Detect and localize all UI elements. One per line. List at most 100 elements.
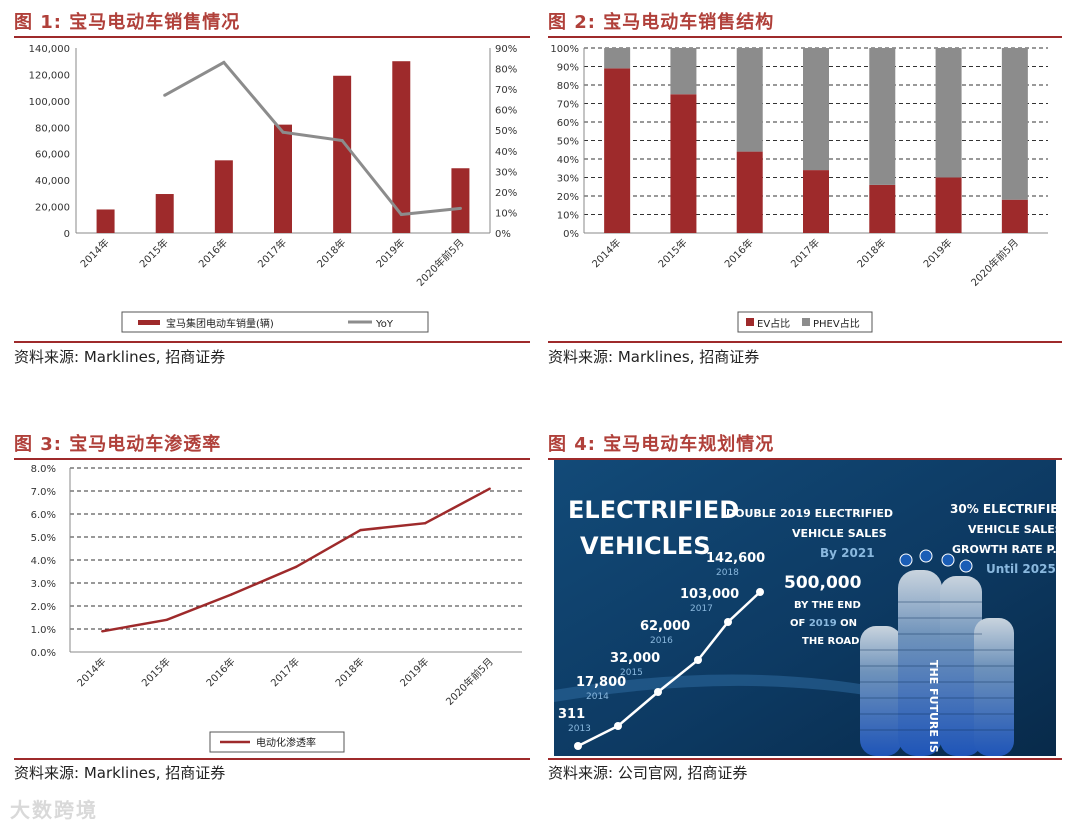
y-tick-label: 0% (563, 229, 579, 240)
x-tick-label: 2016年 (203, 655, 237, 689)
goal1-line1: DOUBLE 2019 ELECTRIFIED (726, 507, 893, 520)
y-tick-label: 80,000 (35, 123, 70, 134)
yoy-point (340, 139, 344, 142)
y-tick-label: 50% (557, 137, 579, 148)
x-tick-label: 2017年 (788, 236, 822, 270)
bar-phev (935, 48, 962, 178)
bar-phev (736, 48, 763, 152)
yoy-point (281, 130, 285, 134)
legend-box (121, 311, 429, 333)
milestone-line3: THE ROAD (802, 636, 859, 647)
y-tick-label: 40,000 (35, 176, 70, 187)
legend-box (209, 731, 345, 753)
x-tick-label: 2020年前5月 (443, 655, 496, 708)
yoy-point (163, 93, 167, 97)
growth-year-label: 2016 (650, 636, 673, 646)
y-tick-label: 4.0% (31, 556, 56, 567)
penetration-point (359, 528, 362, 532)
growth-point (694, 656, 702, 664)
y-tick-label: 7.0% (31, 487, 56, 498)
y-tick-label: 100% (550, 44, 579, 55)
yoy-point (399, 213, 403, 216)
y2-tick-label: 40% (495, 147, 517, 158)
figure-1-title: 图 1: 宝马电动车销售情况 (14, 12, 241, 33)
growth-year-label: 2014 (586, 692, 609, 702)
growth-year-label: 2015 (620, 668, 643, 678)
y2-tick-label: 30% (495, 167, 517, 178)
bar-ev (670, 94, 697, 233)
figure-1-panel: 图 1: 宝马电动车销售情况 0 20,000 40,000 60,000 80,000… (14, 8, 530, 373)
x-tick-label: 2018年 (332, 655, 366, 689)
x-tick-label: 2017年 (268, 655, 302, 689)
goal1-line2: VEHICLE SALES (792, 527, 887, 540)
bar-phev (604, 48, 631, 69)
legend-label-yoy: YoY (375, 319, 394, 330)
figure-4-source: 资料来源: 公司官网, 招商证券 (548, 764, 748, 782)
y-tick-label: 0 (64, 229, 70, 240)
goal2-line2: VEHICLE SALES (968, 523, 1056, 536)
y-tick-label: 3.0% (31, 579, 56, 590)
yoy-line (163, 60, 461, 217)
legend-label-ev: EV占比 (757, 317, 790, 330)
figure-2-title: 图 2: 宝马电动车销售结构 (548, 12, 775, 33)
x-tick-label: 2019年 (920, 236, 954, 270)
x-tick-label: 2020年前5月 (968, 236, 1021, 289)
growth-value-label: 17,800 (576, 675, 626, 690)
goal2-line3: GROWTH RATE P.A. (952, 543, 1056, 556)
bar (451, 168, 470, 233)
figure-3-source: 资料来源: Marklines, 招商证券 (14, 764, 226, 782)
y2-tick-label: 50% (495, 126, 517, 137)
penetration-point (101, 630, 104, 633)
building-text: THE FUTURE IS ELECTRIC. (927, 660, 940, 756)
y-tick-label: 20,000 (35, 203, 70, 214)
figure-4-top-rule (548, 458, 1062, 460)
bar-phev (869, 48, 896, 185)
bar (333, 75, 352, 233)
goal2-line4: Until 2025 (986, 562, 1056, 576)
y-tick-label: 60% (557, 118, 579, 129)
y-tick-label: 120,000 (29, 70, 70, 81)
figure-1-top-rule (14, 36, 530, 38)
milestone-line2: OF 2019 ON (790, 618, 857, 629)
bar-phev (803, 48, 829, 171)
light-streak (554, 674, 884, 702)
y2-tick-label: 90% (495, 44, 517, 55)
y2-tick-label: 10% (495, 208, 517, 219)
growth-value-label: 142,600 (706, 551, 765, 566)
growth-point (724, 618, 732, 626)
figure-2-source: 资料来源: Marklines, 招商证券 (548, 348, 760, 366)
bar (392, 61, 411, 233)
bar-ev (1001, 199, 1028, 233)
watermark: 大数跨境 (10, 798, 98, 822)
growth-year-label: 2013 (568, 724, 591, 734)
x-tick-label: 2014年 (74, 655, 108, 689)
figure-4-panel: 图 4: 宝马电动车规划情况 ELECTRIFIED VEHICLES DOUB… (548, 430, 1062, 790)
penetration-point (488, 487, 491, 490)
x-tick-label: 2015年 (139, 655, 173, 689)
y-tick-label: 10% (557, 211, 579, 222)
bar (214, 160, 233, 233)
bar-ev (869, 184, 896, 233)
figure-3-top-rule (14, 458, 530, 460)
goal1-line3: By 2021 (820, 546, 875, 560)
y2-tick-label: 0% (495, 229, 511, 240)
heading-line2: VEHICLES (580, 532, 711, 560)
y-tick-label: 90% (557, 63, 579, 74)
penetration-point (294, 565, 298, 569)
chart-3-penetration: 0.0% 1.0% 2.0% 3.0% 4.0% 5.0% 6.0% 7.0% 8.0% 2014… (31, 464, 522, 753)
y-tick-label: 1.0% (31, 625, 56, 636)
bar-ev (736, 151, 763, 233)
milestone-line1: BY THE END (794, 600, 861, 611)
x-tick-label: 2020年前5月 (414, 236, 467, 289)
x-tick-label: 2018年 (854, 236, 888, 270)
figure-4-bottom-rule (548, 758, 1062, 760)
growth-value-label: 32,000 (610, 651, 660, 666)
x-tick-label: 2016年 (196, 236, 230, 270)
y-tick-label: 140,000 (29, 44, 70, 55)
penetration-point (165, 618, 169, 621)
x-tick-label: 2019年 (397, 655, 431, 689)
growth-point (574, 742, 582, 750)
growth-point (756, 588, 764, 596)
milestone-value: 500,000 (784, 573, 862, 593)
legend-swatch-ev (746, 318, 754, 326)
